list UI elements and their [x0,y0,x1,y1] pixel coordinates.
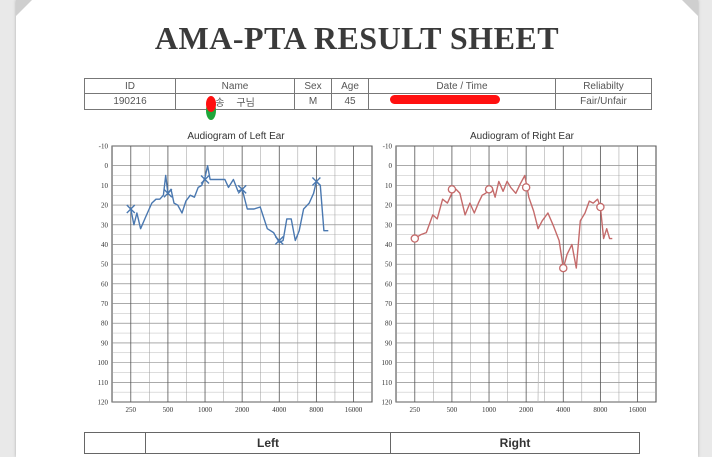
page-corner-fold [16,0,32,16]
marker-o [447,185,457,194]
y-tick-label: 110 [382,379,393,387]
reliability-value: Fair/Unfair [555,93,652,110]
y-tick-label: 80 [385,320,393,328]
x-tick-label: 8000 [593,406,608,414]
summary-blank-cell [84,432,146,454]
id-value: 190216 [84,93,176,110]
x-tick-label: 4000 [556,406,571,414]
summary-left-header: Left [145,432,391,454]
reliability-header: Reliabilty [555,78,652,94]
marker-x [274,236,284,246]
y-tick-label: 50 [385,261,393,269]
sex-header: Sex [294,78,332,94]
x-tick-label: 8000 [309,406,324,414]
name-prefix: 송 [215,98,225,109]
y-tick-label: 60 [385,280,393,288]
summary-right-header: Right [390,432,640,454]
x-tick-label: 2000 [519,406,534,414]
marker-x [126,204,136,214]
x-tick-label: 1000 [482,406,497,414]
y-tick-label: 0 [389,162,393,170]
y-tick-label: 120 [98,399,109,407]
redaction-mark-datetime [390,95,500,104]
x-tick-label: 16000 [345,406,363,414]
age-value: 45 [331,93,369,110]
page-corner-fold [682,0,698,16]
info-value-row: 190216 송 구님 M 45 Fair/Unfair [84,93,652,110]
x-tick-label: 500 [163,406,174,414]
x-tick-label: 500 [447,406,458,414]
marker-o [410,234,420,243]
marker-x [311,176,321,186]
result-sheet: AMA-PTA RESULT SHEET ID Name Sex Age Dat… [16,0,698,457]
marker-x [163,188,173,198]
marker-x [237,184,247,194]
name-header: Name [175,78,295,94]
y-tick-label: 110 [98,379,109,387]
y-tick-label: 20 [101,202,109,210]
name-value: 송 구님 [175,93,295,110]
marker-x-stroke [163,188,173,198]
marker-o [484,185,494,194]
marker-x [200,174,210,184]
summary-table: Left Right [84,432,640,454]
marker-x-stroke [200,174,210,184]
marker-x-stroke [311,176,321,186]
patient-info-table: ID Name Sex Age Date / Time Reliabilty 1… [84,78,652,110]
id-header: ID [84,78,176,94]
left-ear-audiogram: -10 0 10 20 30 40 50 60 70 80 90 100 110 120 250 500 100… [98,143,373,414]
name-suffix: 구님 [236,98,255,109]
sheet-title: AMA-PTA RESULT SHEET [154,20,560,56]
y-tick-label: 20 [385,202,393,210]
y-tick-label: 60 [101,280,109,288]
info-header-row: ID Name Sex Age Date / Time Reliabilty [84,78,652,94]
x-tick-label: 16000 [629,406,647,414]
x-tick-label: 250 [126,406,137,414]
y-tick-label: 90 [385,339,393,347]
marker-o [521,183,531,192]
y-tick-label: 10 [385,182,393,190]
y-tick-label: 70 [385,300,393,308]
marker-x-stroke [126,204,136,214]
y-tick-label: 50 [101,261,109,269]
paper-crease [537,249,541,403]
x-tick-label: 4000 [272,406,287,414]
right-ear-audiogram: -10 0 10 20 30 40 50 60 70 80 90 100 110 120 250 500 100… [382,143,657,414]
y-tick-label: -10 [383,143,393,151]
x-tick-label: 2000 [235,406,250,414]
y-tick-label: 70 [101,300,109,308]
redaction-mark-red [206,96,216,112]
left-chart-title: Audiogram of Left Ear [187,131,285,142]
y-tick-label: 100 [98,359,109,367]
marker-x-stroke [274,236,284,246]
y-tick-label: 30 [101,221,109,229]
x-tick-label: 250 [410,406,421,414]
y-tick-label: 30 [385,221,393,229]
y-tick-label: 10 [101,182,109,190]
datetime-header: Date / Time [368,78,556,94]
marker-o [596,202,605,212]
x-tick-label: 1000 [198,406,213,414]
right-chart-title: Audiogram of Right Ear [470,131,574,142]
age-header: Age [331,78,369,94]
y-tick-label: 80 [101,320,109,328]
y-tick-label: 40 [101,241,109,249]
y-tick-label: 0 [105,162,109,170]
y-tick-label: 40 [385,241,393,249]
marker-o [559,263,568,273]
marker-x-stroke [237,184,247,194]
threshold-line [130,165,329,244]
y-tick-label: 100 [382,359,393,367]
y-tick-label: 90 [101,339,109,347]
y-tick-label: -10 [99,143,109,151]
sex-value: M [294,93,332,110]
y-tick-label: 120 [382,399,393,407]
